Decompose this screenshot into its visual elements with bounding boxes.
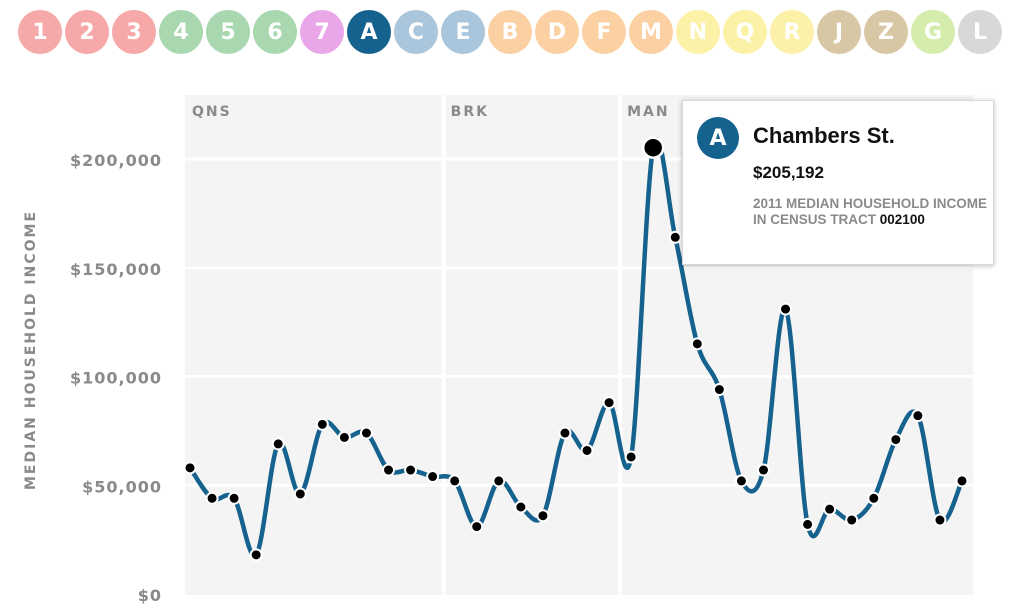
station-point [955, 474, 969, 488]
region-label: BRK [451, 104, 489, 120]
station-point [712, 383, 726, 397]
station-point [315, 417, 329, 431]
line-button-2[interactable]: 2 [65, 10, 109, 54]
station-point [492, 474, 506, 488]
station-point [933, 513, 947, 527]
line-button-f[interactable]: F [582, 10, 626, 54]
line-button-4[interactable]: 4 [159, 10, 203, 54]
station-point [889, 433, 903, 447]
line-button-r[interactable]: R [770, 10, 814, 54]
income-description: 2011 Median Household Income in Census T… [753, 196, 989, 228]
region-label: MAN [627, 104, 669, 120]
station-point [668, 230, 682, 244]
station-point [779, 302, 793, 316]
station-point [337, 430, 351, 444]
station-point [426, 470, 440, 484]
income-value: $205,192 [753, 163, 824, 182]
station-point [227, 491, 241, 505]
income-description-text: 2011 Median Household Income in Census T… [753, 196, 988, 227]
station-name: Chambers St. [753, 123, 895, 148]
y-axis-title: MEDIAN HOUSEHOLD INCOME [23, 210, 39, 490]
line-button-z[interactable]: Z [864, 10, 908, 54]
station-point [448, 474, 462, 488]
station-point [823, 502, 837, 516]
line-button-q[interactable]: Q [723, 10, 767, 54]
line-button-6[interactable]: 6 [253, 10, 297, 54]
region-label: QNS [192, 104, 232, 120]
line-button-m[interactable]: M [629, 10, 673, 54]
station-point [602, 396, 616, 410]
station-point [624, 450, 638, 464]
station-point [404, 463, 418, 477]
station-point [536, 509, 550, 523]
line-a-badge-icon: A [697, 117, 739, 159]
station-point [514, 500, 528, 514]
y-tick-label: $100,000 [70, 369, 162, 388]
station-point [293, 487, 307, 501]
station-point [845, 513, 859, 527]
line-button-e[interactable]: E [441, 10, 485, 54]
station-point [205, 491, 219, 505]
line-button-7[interactable]: 7 [300, 10, 344, 54]
y-tick-label: $0 [138, 586, 162, 605]
line-button-n[interactable]: N [676, 10, 720, 54]
line-button-g[interactable]: G [911, 10, 955, 54]
y-tick-label: $200,000 [70, 151, 162, 170]
station-point [271, 437, 285, 451]
line-button-a[interactable]: A [347, 10, 391, 54]
station-point [801, 517, 815, 531]
line-button-5[interactable]: 5 [206, 10, 250, 54]
y-tick-label: $50,000 [82, 477, 162, 496]
station-tooltip: A Chambers St. $205,192 2011 Median Hous… [682, 100, 994, 265]
census-tract-number: 002100 [879, 212, 925, 227]
line-button-c[interactable]: C [394, 10, 438, 54]
station-point [183, 461, 197, 475]
station-point [249, 548, 263, 562]
station-point [558, 426, 572, 440]
line-button-1[interactable]: 1 [18, 10, 62, 54]
station-point [734, 474, 748, 488]
line-button-d[interactable]: D [535, 10, 579, 54]
station-point [382, 463, 396, 477]
station-point [690, 337, 704, 351]
station-point [359, 426, 373, 440]
line-button-j[interactable]: J [817, 10, 861, 54]
station-point [867, 491, 881, 505]
station-point [470, 520, 484, 534]
line-button-b[interactable]: B [488, 10, 532, 54]
y-tick-label: $150,000 [70, 260, 162, 279]
station-point [911, 409, 925, 423]
highlighted-station-point [641, 136, 665, 159]
station-point [756, 463, 770, 477]
line-button-3[interactable]: 3 [112, 10, 156, 54]
line-button-l[interactable]: L [958, 10, 1002, 54]
station-point [580, 443, 594, 457]
